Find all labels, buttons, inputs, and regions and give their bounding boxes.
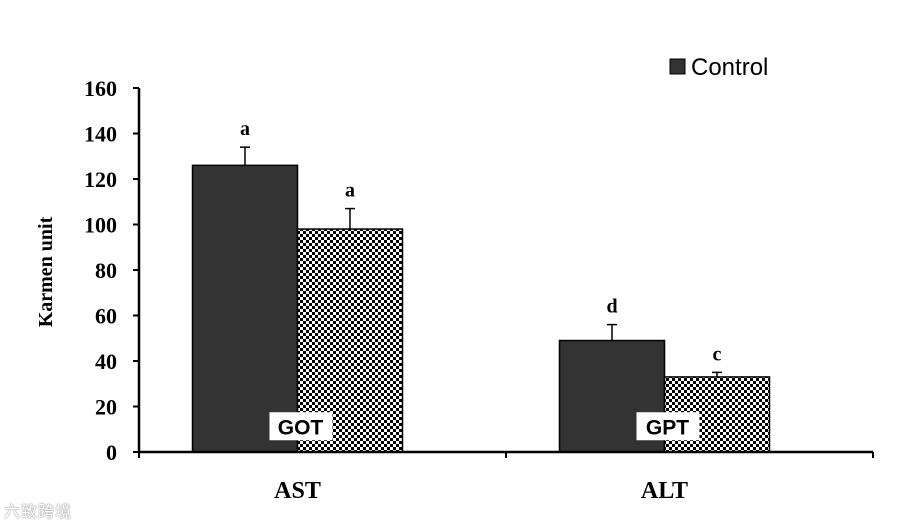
y-axis-label: Karmen unit — [35, 216, 57, 327]
y-tick-label: 20 — [95, 395, 117, 420]
y-tick-label: 80 — [95, 258, 117, 283]
y-tick-label: 40 — [95, 349, 117, 374]
bar-annotation-got: GOT — [278, 416, 324, 439]
significance-letter: a — [240, 118, 250, 140]
legend-label-control: Control — [691, 54, 768, 81]
y-tick-label: 120 — [84, 167, 117, 192]
significance-letter: a — [345, 180, 355, 202]
error-bars-layer — [240, 146, 722, 377]
bar-ast-series-1 — [191, 164, 299, 453]
y-tick-label: 0 — [106, 440, 117, 465]
legend: Control — [669, 54, 768, 81]
y-tick-label: 140 — [84, 122, 117, 147]
labels-layer: 0 20 40 60 80 100 120 140 160 a a GOT AST d c GPT ALT — [84, 76, 722, 504]
watermark: 六致跨境 — [4, 502, 73, 521]
y-tick-label: 60 — [95, 304, 117, 329]
y-tick-label: 160 — [84, 76, 117, 101]
annotation-box — [636, 412, 700, 441]
significance-letter: c — [713, 343, 722, 365]
legend-swatch-control — [669, 58, 686, 75]
bars-layer — [191, 164, 771, 453]
y-tick-label: 100 — [84, 213, 117, 238]
bar-annotation-gpt: GPT — [646, 416, 689, 439]
significance-letter: d — [606, 296, 617, 318]
x-category-label-ast: AST — [274, 478, 321, 504]
axes-layer — [133, 87, 874, 458]
x-category-label-alt: ALT — [641, 478, 688, 504]
annotation-box — [269, 412, 333, 441]
